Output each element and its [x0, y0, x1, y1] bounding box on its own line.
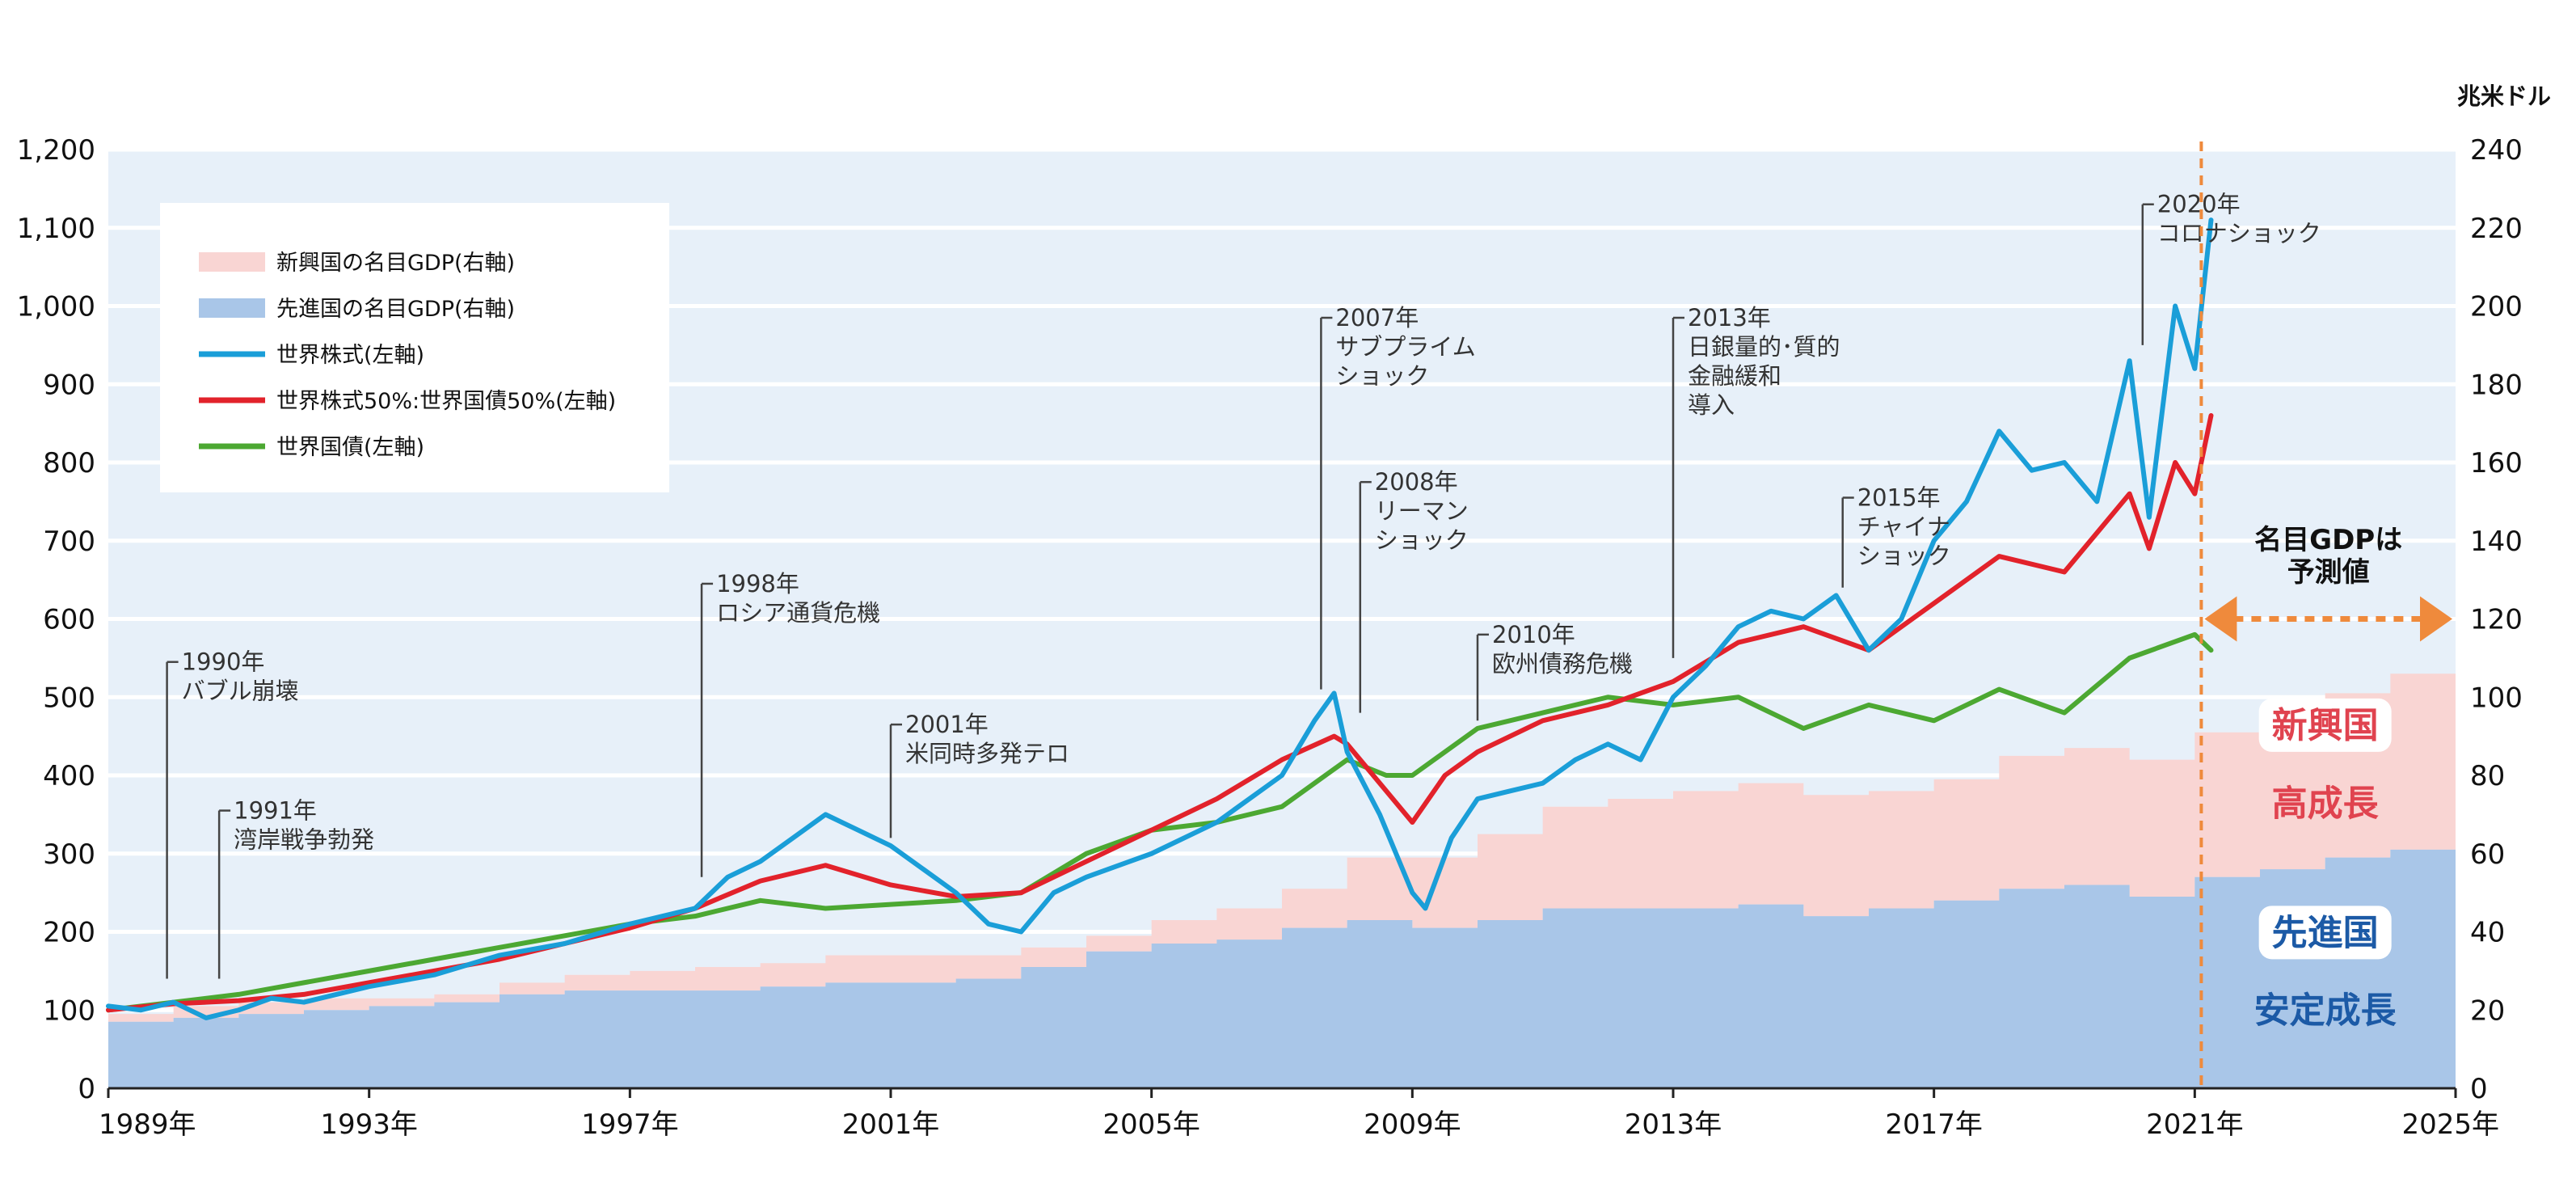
- right-axis-tick-label: 180: [2470, 369, 2523, 401]
- line-world-stocks: [106, 217, 2214, 1020]
- annotation-text: 1990年: [182, 648, 265, 676]
- developed-subtitle: 安定成長: [2254, 990, 2397, 1032]
- left-axis-tick-label: 300: [43, 838, 95, 871]
- left-axis-tick-label: 1,100: [17, 213, 95, 245]
- annotation-text: ショック: [1857, 543, 1951, 570]
- forecast-label: 予測値: [2287, 556, 2370, 589]
- developed-badge-bg: [2258, 906, 2392, 960]
- right-axis-tick-label: 240: [2470, 134, 2523, 167]
- legend-label: 世界株式(左軸): [276, 343, 424, 368]
- emerging-badge-bg: [2258, 698, 2392, 752]
- right-axis-tick-label: 80: [2470, 760, 2505, 792]
- right-axis-tick-label: 120: [2470, 604, 2523, 636]
- x-axis-tick-label: 2025年: [2401, 1108, 2499, 1141]
- legend-swatch: [199, 298, 265, 318]
- annotation-text: 湾岸戦争勃発: [234, 826, 374, 854]
- annotation-text: ショック: [1375, 526, 1469, 554]
- x-axis-tick-label: 2005年: [1102, 1108, 1200, 1141]
- annotation-text: 2020年: [2157, 191, 2241, 218]
- annotation-text: 2010年: [1492, 621, 1575, 648]
- right-axis-tick-label: 20: [2470, 994, 2505, 1027]
- series-lines: [106, 217, 2214, 1020]
- left-axis-tick-label: 1,200: [17, 134, 95, 167]
- annotation-text: 2015年: [1857, 484, 1941, 512]
- emerging-subtitle: 高成長: [2272, 783, 2380, 824]
- right-axis-tick-label: 40: [2470, 917, 2505, 949]
- left-axis-tick-label: 400: [43, 760, 95, 792]
- left-axis-tick-label: 200: [43, 917, 95, 949]
- x-axis-tick-label: 2013年: [1625, 1108, 1722, 1141]
- annotation-text: ショック: [1335, 362, 1429, 390]
- x-axis-tick-label: 1993年: [320, 1108, 418, 1141]
- right-axis-tick-label: 140: [2470, 526, 2523, 558]
- annotation-text: 日銀量的･質的: [1688, 333, 1840, 361]
- annotation-text: サブプライム: [1335, 333, 1475, 361]
- emerging-title: 新興国: [2272, 705, 2379, 746]
- legend: 新興国の名目GDP(右軸) 先進国の名目GDP(右軸) 世界株式(左軸) 世界株式50…: [160, 203, 669, 492]
- right-axis-tick-label: 0: [2470, 1073, 2488, 1105]
- right-axis-tick-label: 220: [2470, 213, 2523, 245]
- left-axis-tick-label: 1,000: [17, 291, 95, 323]
- legend-label: 新興国の名目GDP(右軸): [276, 251, 515, 276]
- axes: 01002003004005006007008009001,0001,1001,…: [17, 82, 2551, 1141]
- annotation-text: 米同時多発テロ: [905, 740, 1069, 767]
- legend-label: 世界国債(左軸): [276, 435, 424, 460]
- annotation-text: 欧州債務危機: [1492, 650, 1633, 678]
- forecast-label: 名目GDPは: [2254, 524, 2402, 556]
- right-axis-tick-label: 60: [2470, 838, 2505, 871]
- left-axis-tick-label: 0: [78, 1073, 95, 1105]
- annotation-text: コロナショック: [2157, 220, 2321, 247]
- annotation-text: 1998年: [716, 570, 799, 598]
- annotation-text: バブル崩壊: [182, 678, 299, 705]
- legend-label: 先進国の名目GDP(右軸): [276, 297, 515, 322]
- x-axis-tick-label: 2021年: [2146, 1108, 2244, 1141]
- right-axis-tick-label: 200: [2470, 291, 2523, 323]
- forecast-arrow-right-head: [2420, 596, 2452, 642]
- annotation-text: リーマン: [1375, 497, 1469, 525]
- annotation-text: チャイナ: [1857, 513, 1950, 541]
- annotation-text: 1991年: [234, 797, 317, 825]
- right-axis-tick-label: 160: [2470, 447, 2523, 479]
- x-axis-tick-label: 2017年: [1885, 1108, 1983, 1141]
- area-emerging-gdp: [108, 674, 2456, 1022]
- left-axis-tick-label: 100: [43, 994, 95, 1027]
- annotation-text: 2001年: [905, 711, 989, 738]
- left-axis-tick-label: 700: [43, 526, 95, 558]
- x-axis-tick-label: 2001年: [842, 1108, 940, 1141]
- gdp-areas: [108, 674, 2456, 1088]
- right-axis-unit: 兆米ドル: [2457, 82, 2551, 110]
- area-developed-gdp: [108, 849, 2456, 1088]
- annotation-text: 2013年: [1688, 304, 1771, 331]
- annotation-text: 金融緩和: [1688, 362, 1781, 390]
- x-axis-tick-label: 1989年: [99, 1108, 196, 1141]
- annotation-text: ロシア通貨危機: [716, 599, 880, 627]
- left-axis-tick-label: 600: [43, 604, 95, 636]
- left-axis-tick-label: 500: [43, 682, 95, 714]
- right-axis-tick-label: 100: [2470, 682, 2523, 714]
- annotation-text: 2007年: [1335, 304, 1419, 331]
- annotation-text: 導入: [1688, 391, 1735, 419]
- x-axis-tick-label: 1997年: [581, 1108, 679, 1141]
- legend-swatch: [199, 252, 265, 272]
- legend-label: 世界株式50%:世界国債50%(左軸): [276, 389, 616, 414]
- left-axis-tick-label: 900: [43, 369, 95, 401]
- developed-title: 先進国: [2272, 912, 2379, 953]
- annotation-text: 2008年: [1375, 468, 1458, 496]
- forecast-arrow-left-head: [2204, 596, 2237, 642]
- line-stocks-bonds-50-50: [106, 412, 2214, 1013]
- x-axis-tick-label: 2009年: [1364, 1108, 1461, 1141]
- left-axis-tick-label: 800: [43, 447, 95, 479]
